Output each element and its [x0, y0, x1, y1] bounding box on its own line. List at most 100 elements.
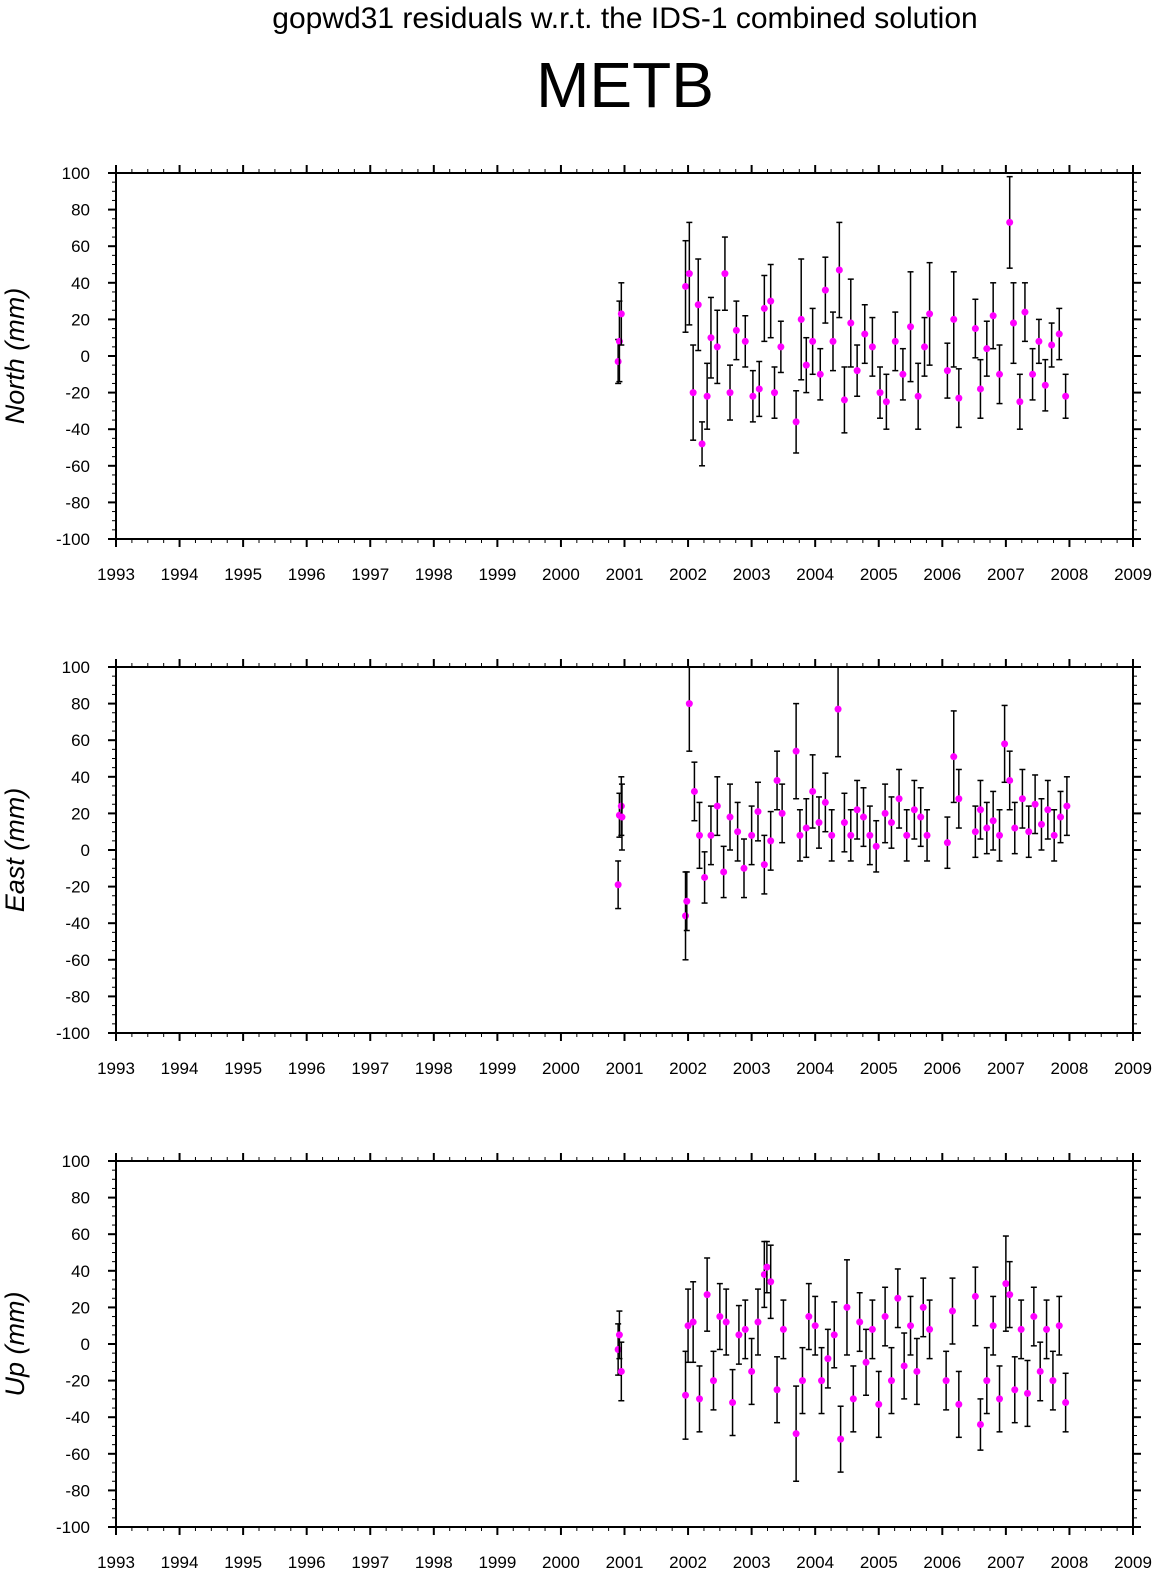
x-tick-label: 2006: [923, 565, 961, 584]
data-point: [818, 1377, 826, 1385]
y-tick-label: -60: [65, 1445, 90, 1464]
data-point: [1006, 776, 1014, 784]
data-point: [882, 398, 890, 406]
data-point: [1006, 218, 1014, 226]
data-point: [971, 1292, 979, 1300]
data-point: [771, 389, 779, 397]
data-point: [755, 385, 763, 393]
data-point: [983, 824, 991, 832]
data-point: [735, 1331, 743, 1339]
data-point: [1050, 831, 1058, 839]
data-point: [1055, 330, 1063, 338]
data-point: [872, 842, 880, 850]
data-point: [894, 1294, 902, 1302]
data-point: [773, 776, 781, 784]
y-tick-label: 100: [62, 164, 90, 183]
data-point: [726, 813, 734, 821]
data-point: [868, 1325, 876, 1333]
data-point: [698, 440, 706, 448]
x-tick-label: 1997: [351, 1059, 389, 1078]
data-point: [809, 337, 817, 345]
data-point: [767, 1278, 775, 1286]
data-point: [703, 392, 711, 400]
y-tick-label: 100: [62, 1152, 90, 1171]
x-tick-label: 2007: [987, 1553, 1025, 1572]
data-point: [887, 819, 895, 827]
y-tick-label: -20: [65, 384, 90, 403]
data-point: [1044, 806, 1052, 814]
data-point: [763, 1263, 771, 1271]
data-point: [749, 392, 757, 400]
x-tick-label: 1996: [288, 1059, 326, 1078]
data-point: [726, 389, 734, 397]
data-point: [713, 802, 721, 810]
x-tick-label: 1995: [224, 1553, 262, 1572]
x-tick-label: 2001: [606, 1553, 644, 1572]
x-tick-label: 2008: [1051, 1553, 1089, 1572]
data-point: [840, 396, 848, 404]
data-point: [682, 1391, 690, 1399]
y-tick-label: 0: [81, 347, 90, 366]
data-point: [914, 392, 922, 400]
data-point: [866, 831, 874, 839]
data-point: [1001, 740, 1009, 748]
x-tick-label: 2001: [606, 1059, 644, 1078]
x-tick-label: 2000: [542, 1553, 580, 1572]
data-point: [720, 868, 728, 876]
data-point: [1063, 802, 1071, 810]
plot-frame: [115, 172, 1134, 540]
data-point: [741, 337, 749, 345]
data-point: [861, 330, 869, 338]
data-point: [1021, 308, 1029, 316]
x-tick-label: 2004: [796, 1059, 834, 1078]
station-name: METB: [536, 49, 714, 121]
y-tick-label: -40: [65, 1408, 90, 1427]
data-point: [682, 282, 690, 290]
data-point: [615, 1331, 623, 1339]
y-tick-label: 100: [62, 658, 90, 677]
x-tick-label: 1995: [224, 565, 262, 584]
y-tick-label: 40: [71, 768, 90, 787]
y-tick-label: 80: [71, 695, 90, 714]
x-tick-label: 1998: [415, 1059, 453, 1078]
data-point: [950, 315, 958, 323]
data-point: [816, 370, 824, 378]
x-tick-label: 1998: [415, 565, 453, 584]
data-point: [792, 418, 800, 426]
data-point: [802, 361, 810, 369]
x-tick-label: 2003: [733, 565, 771, 584]
data-point: [983, 345, 991, 353]
data-point: [732, 326, 740, 334]
data-point: [754, 1318, 762, 1326]
x-tick-label: 2005: [860, 1553, 898, 1572]
data-point: [689, 1318, 697, 1326]
data-point: [824, 1355, 832, 1363]
data-point: [796, 831, 804, 839]
data-point: [868, 343, 876, 351]
x-tick-label: 2003: [733, 1059, 771, 1078]
data-point: [853, 367, 861, 375]
data-point: [1041, 381, 1049, 389]
data-point: [926, 1325, 934, 1333]
x-tick-label: 2008: [1051, 1059, 1089, 1078]
data-point: [923, 831, 931, 839]
x-tick-label: 1999: [478, 565, 516, 584]
data-point: [689, 389, 697, 397]
data-point: [955, 394, 963, 402]
y-tick-label: -100: [56, 530, 90, 549]
data-point: [811, 1322, 819, 1330]
data-point: [740, 864, 748, 872]
data-point: [859, 813, 867, 821]
data-point: [748, 831, 756, 839]
y-tick-label: 60: [71, 1225, 90, 1244]
data-point: [834, 705, 842, 713]
data-point: [696, 1395, 704, 1403]
y-axis-label: Up (mm): [0, 1292, 30, 1397]
data-point: [1002, 1280, 1010, 1288]
y-tick-label: 60: [71, 237, 90, 256]
data-point: [821, 286, 829, 294]
y-tick-label: -40: [65, 420, 90, 439]
data-point: [1006, 1291, 1014, 1299]
data-point: [685, 700, 693, 708]
y-tick-label: 20: [71, 804, 90, 823]
